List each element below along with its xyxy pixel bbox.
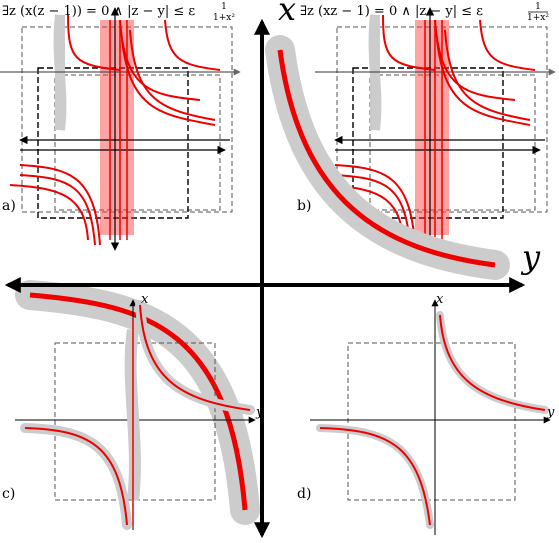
panel-a-sketch xyxy=(0,8,240,250)
formula-numerator: 1 xyxy=(221,2,227,12)
curve xyxy=(439,314,546,411)
axis-label: y xyxy=(520,238,541,276)
axis-label: y xyxy=(546,405,555,420)
formula-denominator: 1+x² xyxy=(213,13,235,23)
gray-band xyxy=(20,423,132,530)
curve xyxy=(29,292,248,511)
formula: ∃z (xz − 1) = 0 ∧ |z − y| ≤ ε xyxy=(300,4,483,19)
axis-label: x xyxy=(278,0,296,28)
curve xyxy=(139,304,251,411)
formula-denominator: 1+x² xyxy=(527,13,549,23)
axis-label: x xyxy=(436,292,444,307)
axis-label: x xyxy=(141,292,149,307)
formula-numerator: 1 xyxy=(535,2,541,12)
panel-label: d) xyxy=(297,486,311,502)
panel-label: c) xyxy=(2,486,15,502)
panel-label: a) xyxy=(2,198,16,214)
axis-label: y xyxy=(255,405,264,420)
formula: ∃z (x(z − 1)) = 0 ∧ |z − y| ≤ ε xyxy=(2,4,195,19)
dashed-box xyxy=(347,342,516,501)
gray-band xyxy=(316,424,434,529)
panel-label: b) xyxy=(297,198,311,214)
curve xyxy=(319,427,431,526)
curve xyxy=(277,49,496,268)
curve xyxy=(24,427,128,526)
